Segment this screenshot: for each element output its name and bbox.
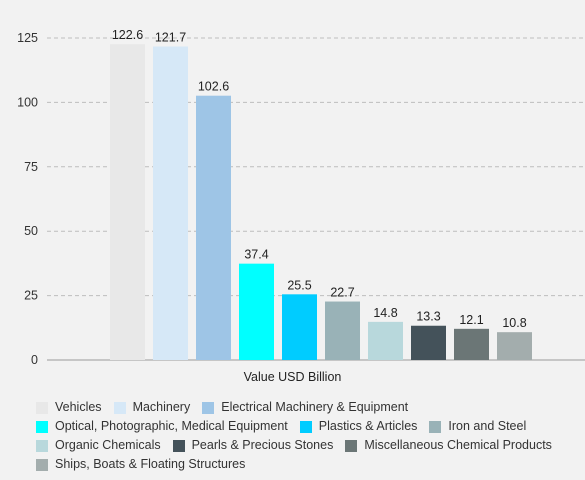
legend-swatch: [429, 420, 442, 433]
legend-swatch: [202, 401, 215, 414]
legend-row: Ships, Boats & Floating Structures: [36, 455, 581, 474]
legend-item[interactable]: Pearls & Precious Stones: [172, 436, 334, 455]
legend-swatch: [299, 420, 312, 433]
x-axis-label: Value USD Billion: [243, 370, 342, 384]
bar: [411, 325, 446, 360]
legend-swatch: [36, 458, 48, 471]
legend-label: Miscellaneous Chemical Products: [364, 438, 552, 452]
legend-item[interactable]: Machinery: [113, 398, 191, 417]
legend-row: Optical, Photographic, Medical Equipment…: [36, 417, 581, 436]
data-label: 37.4: [244, 248, 268, 262]
legend-label: Vehicles: [55, 400, 102, 414]
data-label: 122.6: [112, 28, 143, 42]
data-label: 14.8: [373, 306, 397, 320]
legend-label: Pearls & Precious Stones: [191, 438, 334, 452]
data-label: 13.3: [416, 310, 440, 324]
data-label: 12.1: [459, 313, 483, 327]
y-tick-label: 125: [17, 31, 38, 45]
legend-swatch: [36, 439, 48, 452]
legend-row: Organic Chemicals Pearls & Precious Stone…: [36, 436, 581, 455]
data-label: 22.7: [330, 286, 354, 300]
data-label: 25.5: [287, 278, 311, 292]
legend: Vehicles Machinery Electrical Machinery & …: [36, 398, 581, 474]
legend-label: Electrical Machinery & Equipment: [221, 400, 409, 414]
legend-label: Iron and Steel: [448, 419, 527, 433]
data-label: 10.8: [502, 316, 526, 330]
data-label: 121.7: [155, 31, 186, 45]
bar: [153, 46, 188, 361]
legend-swatch: [345, 439, 358, 452]
legend-swatch: [172, 439, 185, 452]
bar-chart: 0 25 50 75 100 125 122.6 121.7 102.6 37.4 25.5 22.7…: [17, 28, 585, 367]
legend-item[interactable]: Electrical Machinery & Equipment: [202, 398, 408, 417]
legend-swatch: [36, 420, 48, 433]
y-tick-label: 100: [17, 95, 38, 109]
legend-item[interactable]: Optical, Photographic, Medical Equipment: [36, 417, 288, 436]
y-tick-label: 50: [24, 224, 38, 238]
legend-item[interactable]: Plastics & Articles: [299, 417, 418, 436]
legend-item[interactable]: Ships, Boats & Floating Structures: [36, 455, 245, 474]
bar: [497, 332, 532, 360]
y-tick-label: 75: [24, 160, 38, 174]
bar: [368, 321, 403, 360]
legend-label: Machinery: [132, 400, 191, 414]
legend-label: Optical, Photographic, Medical Equipment: [55, 419, 288, 433]
legend-item[interactable]: Iron and Steel: [429, 417, 526, 436]
legend-swatch: [113, 401, 126, 414]
bar: [282, 294, 317, 360]
legend-item[interactable]: Organic Chemicals: [36, 436, 161, 455]
data-label: 102.6: [198, 80, 229, 94]
bar: [454, 328, 489, 360]
bar: [325, 301, 360, 360]
legend-label: Plastics & Articles: [318, 419, 418, 433]
y-tick-label: 25: [24, 289, 38, 303]
legend-label: Ships, Boats & Floating Structures: [55, 457, 246, 471]
legend-item[interactable]: Vehicles: [36, 398, 102, 417]
bar: [196, 95, 231, 361]
legend-swatch: [36, 401, 48, 414]
bar: [110, 44, 145, 360]
y-tick-label: 0: [31, 353, 38, 367]
legend-item[interactable]: Miscellaneous Chemical Products: [345, 436, 552, 455]
legend-label: Organic Chemicals: [55, 438, 161, 452]
legend-row: Vehicles Machinery Electrical Machinery & …: [36, 398, 581, 417]
bar: [239, 263, 274, 360]
